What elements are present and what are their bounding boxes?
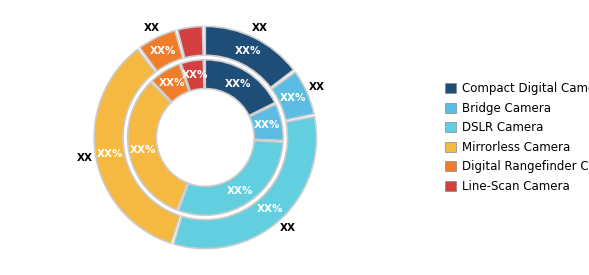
Wedge shape [128,82,187,210]
Wedge shape [152,64,189,102]
Text: XX%: XX% [97,149,123,159]
Text: XX: XX [77,153,93,163]
Text: XX%: XX% [159,78,186,89]
Wedge shape [140,31,183,71]
Wedge shape [250,104,283,140]
Text: XX%: XX% [235,46,262,56]
Text: XX: XX [309,82,325,92]
Wedge shape [206,60,275,116]
Text: XX: XX [144,23,160,33]
Wedge shape [174,117,316,249]
Text: XX%: XX% [254,120,280,130]
Text: XX%: XX% [280,93,307,103]
Wedge shape [206,26,293,87]
Text: XX: XX [279,223,295,233]
Wedge shape [178,141,283,215]
Wedge shape [181,60,204,91]
Text: XX%: XX% [257,204,283,214]
Text: XX%: XX% [130,145,157,155]
Wedge shape [272,72,314,120]
Text: XX%: XX% [150,46,176,56]
Wedge shape [94,49,180,243]
Legend: Compact Digital Camera, Bridge Camera, DSLR Camera, Mirrorless Camera, Digital R: Compact Digital Camera, Bridge Camera, D… [445,82,589,193]
Text: XX%: XX% [227,186,253,196]
Text: XX%: XX% [181,70,208,80]
Text: XX: XX [252,23,267,33]
Text: XX%: XX% [226,79,252,89]
Wedge shape [178,26,203,58]
